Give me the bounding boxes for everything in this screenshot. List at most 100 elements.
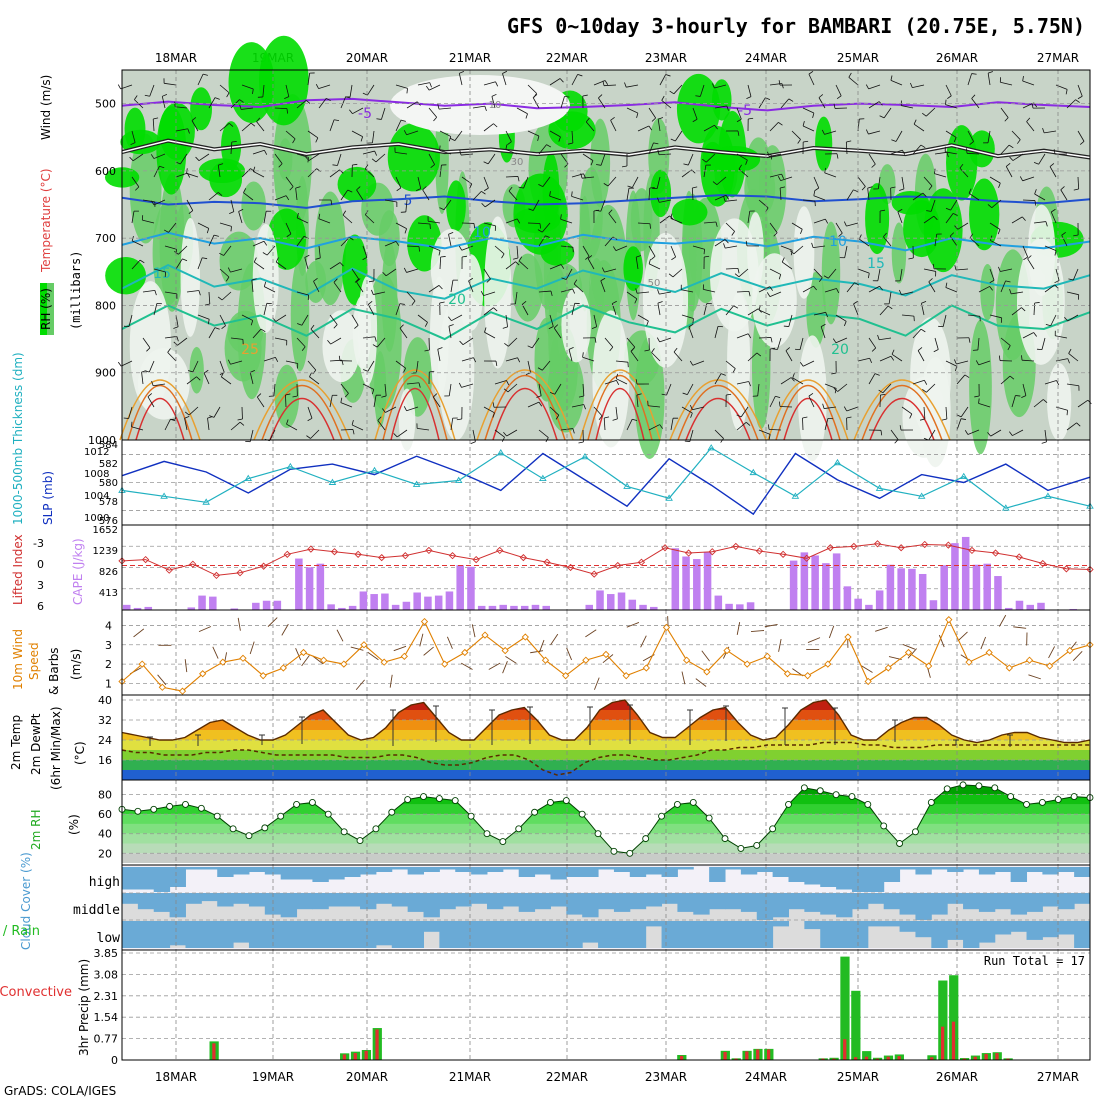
wind-barb <box>791 222 803 230</box>
rh-marker <box>658 812 665 820</box>
wind-barb <box>539 223 542 229</box>
wind-barb <box>354 278 359 283</box>
wind-barb <box>1022 199 1036 201</box>
cloud-cover-bar <box>153 893 171 912</box>
wind-barb <box>329 262 341 270</box>
wind-barb <box>470 441 476 444</box>
wind-barb <box>945 151 958 155</box>
wind-barb <box>845 141 848 155</box>
cloud-cover-bar <box>280 893 298 918</box>
wind-barb <box>461 245 474 251</box>
isotherm-line <box>121 304 1091 341</box>
wind-barb <box>373 395 377 408</box>
wind-barb <box>133 628 145 638</box>
wind-barb <box>204 303 210 306</box>
wind-barb <box>508 186 513 192</box>
wind-barb <box>518 260 529 270</box>
wind-barb <box>214 97 220 100</box>
rh-contour <box>241 181 266 231</box>
wind-barb <box>657 289 660 295</box>
rh-marker <box>531 808 539 816</box>
wind-barb <box>573 283 584 293</box>
wind-barb <box>1038 153 1046 165</box>
wind-barb <box>230 337 243 340</box>
wind-barb <box>926 210 932 212</box>
wind-barb <box>164 336 177 339</box>
wind-barb <box>908 257 914 260</box>
wind-barb <box>1067 314 1079 322</box>
wind-barb <box>705 153 716 163</box>
wind-barb <box>430 164 435 168</box>
wind-barb <box>891 139 897 142</box>
wind-barb <box>615 360 628 363</box>
precip-tick-label: 0.77 <box>94 1033 119 1046</box>
wind-barb <box>273 383 276 396</box>
wind-barb <box>252 240 265 247</box>
wind-barb <box>737 268 740 274</box>
wind-barb <box>778 80 781 86</box>
wind-barb <box>153 199 166 206</box>
wind-barb <box>438 250 441 256</box>
wind-barb <box>396 429 408 438</box>
wind-barb <box>230 141 233 155</box>
wind-barb <box>307 73 311 86</box>
wind-barb <box>610 116 615 121</box>
wind-barb <box>227 359 231 365</box>
wind-barb <box>147 393 153 397</box>
wind-barb <box>505 314 508 327</box>
cloud-cover-bar <box>280 867 298 880</box>
rh-contour <box>980 263 995 321</box>
cloud-cover-bar <box>153 867 171 892</box>
wind-barb <box>1068 353 1079 362</box>
wind-barb <box>507 141 512 146</box>
wind-barb <box>998 182 1001 188</box>
wind-barb <box>276 261 287 270</box>
wind-barb <box>612 300 617 304</box>
cloud-cover-bar <box>169 893 186 918</box>
wind-barb <box>600 280 606 293</box>
isotherm-label: 5 <box>404 193 413 209</box>
wind-barb <box>691 187 694 201</box>
wind-barb <box>879 286 883 291</box>
wind-barb <box>318 84 331 89</box>
wind-barb <box>406 88 408 94</box>
wind-barb <box>998 266 1001 272</box>
cloud-cover-bar <box>613 867 631 872</box>
precip-total-bar <box>862 1051 872 1060</box>
wind-barb <box>423 646 434 656</box>
cloud-cover-bar <box>978 867 996 875</box>
wind-barb <box>221 376 232 385</box>
wind-barb <box>897 211 903 224</box>
wind-barb <box>207 418 210 431</box>
wind-barb <box>745 159 748 165</box>
rh-contour <box>806 271 826 348</box>
cloud-cover-bar <box>867 893 885 904</box>
wind-speed-marker <box>441 660 449 668</box>
wind-barb <box>538 235 546 247</box>
wind-barb <box>609 346 614 352</box>
wind-barb <box>956 360 969 365</box>
cloud-cover-bar <box>566 893 583 915</box>
wind-barb <box>808 395 815 408</box>
lifted-index-marker <box>873 540 882 548</box>
precip-convective-bar <box>875 1058 879 1060</box>
wind-barb <box>568 349 573 362</box>
wind-barb <box>1016 139 1021 144</box>
wind-barb <box>648 142 654 155</box>
cloud-cover-bar <box>391 867 409 870</box>
wind-barb <box>231 141 237 143</box>
wind-barb <box>668 273 674 278</box>
wind-barb <box>450 280 454 293</box>
wind-barb <box>920 144 926 149</box>
wind-barb <box>296 153 309 158</box>
wind-barb <box>371 389 375 395</box>
wind-barb <box>766 292 771 297</box>
isotherm-label: 25 <box>241 342 259 358</box>
wind-barb <box>593 406 603 417</box>
wind-barb <box>846 189 854 201</box>
rh-contour <box>278 138 293 181</box>
wind-barb <box>578 441 584 444</box>
cape-bar <box>187 607 196 610</box>
wind-barb <box>253 257 257 263</box>
wind-barb <box>750 630 764 632</box>
